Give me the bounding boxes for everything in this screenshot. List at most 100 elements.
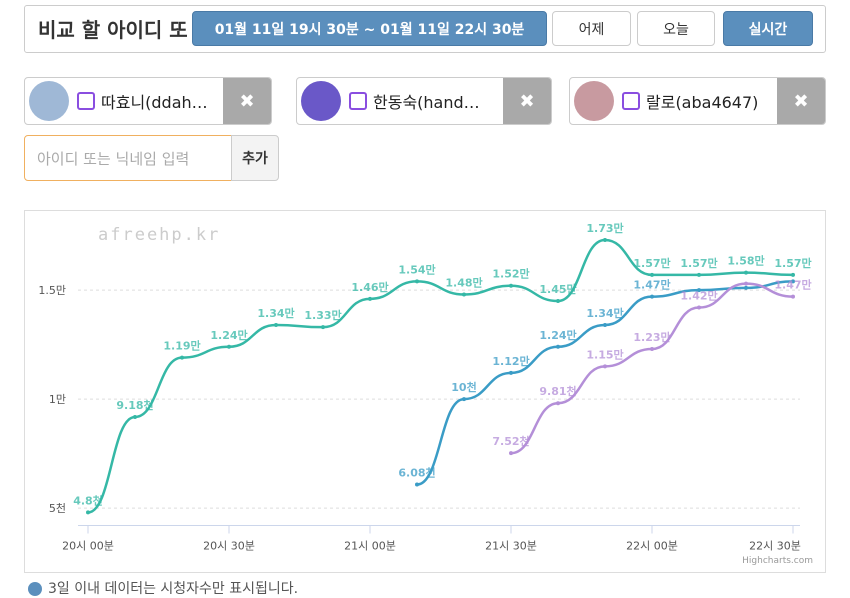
x-tick-label: 20시 30분 bbox=[203, 540, 255, 553]
realtime-button[interactable]: 실시간 bbox=[723, 11, 813, 46]
remove-button[interactable]: ✖ bbox=[777, 78, 825, 124]
data-point bbox=[744, 281, 748, 286]
data-label: 10천 bbox=[451, 380, 476, 394]
data-point bbox=[415, 482, 419, 487]
data-label: 1.57만 bbox=[774, 256, 811, 270]
data-point bbox=[603, 364, 607, 369]
add-button[interactable]: 추가 bbox=[231, 135, 279, 181]
streamer-name: 랄로(aba4647) bbox=[646, 93, 759, 112]
x-tick-label: 22시 00분 bbox=[626, 540, 678, 553]
data-label: 1.45만 bbox=[539, 282, 576, 296]
streamer-chip: 한동숙(hand… ✖ bbox=[296, 77, 552, 125]
data-label: 1.73만 bbox=[586, 221, 623, 235]
data-point bbox=[556, 344, 560, 349]
data-label: 1.52만 bbox=[492, 267, 529, 281]
data-label: 1.46만 bbox=[351, 280, 388, 294]
data-label: 1.19만 bbox=[163, 339, 200, 353]
streamer-name: 한동숙(hand… bbox=[373, 93, 480, 112]
avatar bbox=[301, 81, 341, 121]
placeholder: 아이디 또는 닉네임 입력 bbox=[37, 150, 190, 168]
footer-note: 3일 이내 데이터는 시청자수만 표시됩니다. bbox=[28, 578, 298, 598]
data-point bbox=[462, 292, 466, 297]
button-label: 오늘 bbox=[663, 21, 689, 38]
data-point bbox=[274, 322, 278, 327]
data-point bbox=[509, 451, 513, 456]
series-line bbox=[87, 238, 794, 514]
info-icon bbox=[28, 582, 42, 596]
streamer-name: 따효니(ddah… bbox=[101, 93, 208, 112]
data-label: 1.57만 bbox=[633, 256, 670, 270]
data-label: 1.34만 bbox=[257, 306, 294, 320]
x-tick-label: 22시 30분 bbox=[749, 540, 801, 553]
avatar bbox=[29, 81, 69, 121]
data-label: 1.57만 bbox=[680, 256, 717, 270]
button-label: 추가 bbox=[242, 151, 268, 167]
data-point bbox=[321, 325, 325, 330]
data-point bbox=[509, 283, 513, 288]
data-label: 1.24만 bbox=[210, 328, 247, 342]
twitch-icon bbox=[77, 92, 95, 110]
yesterday-button[interactable]: 어제 bbox=[552, 11, 631, 46]
data-label: 1.47만 bbox=[633, 278, 670, 292]
data-point bbox=[791, 294, 795, 299]
header-title: 비교 할 아이디 또 bbox=[38, 18, 188, 42]
data-point bbox=[556, 299, 560, 304]
streamer-chip: 따효니(ddah… ✖ bbox=[24, 77, 272, 125]
data-label: 1.12만 bbox=[492, 354, 529, 368]
data-point bbox=[368, 296, 372, 301]
avatar bbox=[574, 81, 614, 121]
data-point bbox=[180, 355, 184, 360]
data-point bbox=[744, 285, 748, 290]
data-point bbox=[791, 272, 795, 277]
y-tick-label: 5천 bbox=[49, 501, 66, 515]
data-point bbox=[133, 414, 137, 419]
data-point bbox=[697, 272, 701, 277]
remove-button[interactable]: ✖ bbox=[223, 78, 271, 124]
data-point bbox=[556, 401, 560, 406]
header-bar bbox=[24, 5, 826, 53]
today-button[interactable]: 오늘 bbox=[637, 11, 715, 46]
data-label: 1.54만 bbox=[398, 262, 435, 276]
data-point bbox=[227, 344, 231, 349]
data-label: 9.81천 bbox=[539, 384, 576, 398]
data-label: 9.18천 bbox=[116, 398, 153, 412]
data-point bbox=[697, 288, 701, 293]
y-tick-label: 1만 bbox=[49, 393, 66, 406]
date-range: 01월 11일 19시 30분 ~ 01월 11일 22시 30분 bbox=[214, 21, 525, 38]
data-label: 1.58만 bbox=[727, 254, 764, 268]
streamer-chip: 랄로(aba4647) ✖ bbox=[569, 77, 826, 125]
data-point bbox=[603, 322, 607, 327]
data-label: 1.24만 bbox=[539, 328, 576, 342]
series-line bbox=[510, 282, 794, 455]
data-label: 4.8천 bbox=[73, 493, 103, 507]
data-label: 1.42만 bbox=[680, 289, 717, 303]
data-label: 7.52천 bbox=[492, 434, 529, 448]
data-label: 1.48만 bbox=[445, 275, 482, 289]
data-label: 1.34만 bbox=[586, 306, 623, 320]
watermark: afreehp.kr bbox=[98, 225, 220, 245]
data-label: 6.08천 bbox=[398, 466, 435, 480]
remove-button[interactable]: ✖ bbox=[503, 78, 551, 124]
button-label: 실시간 bbox=[748, 21, 788, 38]
chart-frame bbox=[24, 210, 826, 573]
data-point bbox=[744, 270, 748, 275]
data-point bbox=[86, 510, 90, 515]
date-range-button[interactable]: 01월 11일 19시 30분 ~ 01월 11일 22시 30분 bbox=[192, 11, 547, 46]
footer-text: 3일 이내 데이터는 시청자수만 표시됩니다. bbox=[48, 581, 299, 597]
data-point bbox=[791, 279, 795, 284]
x-tick-label: 20시 00분 bbox=[62, 540, 114, 553]
data-label: 1.23만 bbox=[633, 330, 670, 344]
data-point bbox=[697, 305, 701, 310]
data-point bbox=[462, 397, 466, 402]
data-point bbox=[650, 294, 654, 299]
data-label: 1.15만 bbox=[586, 347, 623, 361]
data-point bbox=[415, 279, 419, 284]
data-label: 1.47만 bbox=[774, 278, 811, 292]
y-tick-label: 1.5만 bbox=[38, 284, 66, 297]
data-point bbox=[650, 346, 654, 351]
data-point bbox=[603, 237, 607, 242]
x-tick-label: 21시 30분 bbox=[485, 540, 537, 553]
credits: Highcharts.com bbox=[742, 556, 813, 566]
